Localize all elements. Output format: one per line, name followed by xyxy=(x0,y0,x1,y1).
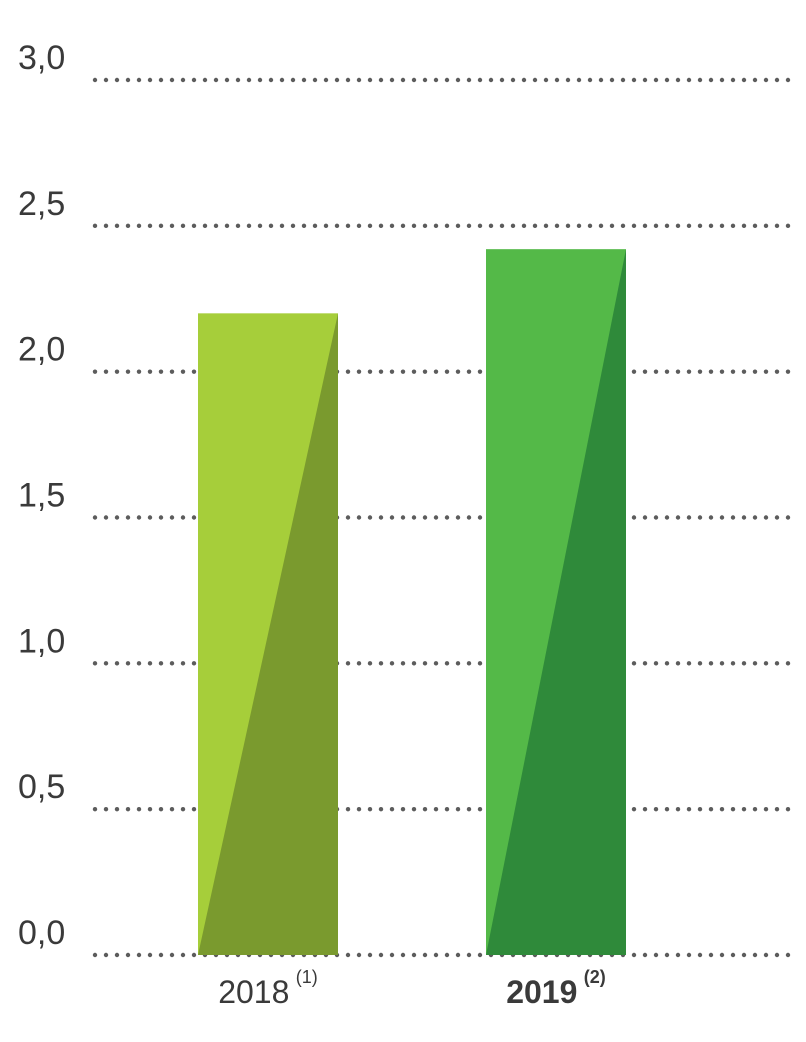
gridline xyxy=(93,78,790,82)
gridline xyxy=(93,224,790,228)
gridline xyxy=(93,661,790,665)
gridline xyxy=(93,807,790,811)
x-tick-label: 2019 (2) xyxy=(506,967,606,1010)
chart-svg: 0,0 0,5 1,0 1,5 2,0 2,5 3,0 2018 (1) 2019 (2) xyxy=(0,0,806,1042)
y-tick-label: 2,5 xyxy=(18,185,65,223)
bar xyxy=(486,249,626,955)
gridline xyxy=(93,953,790,957)
y-tick-label: 2,0 xyxy=(18,331,65,369)
y-tick-label: 3,0 xyxy=(18,39,65,77)
y-tick-label: 1,0 xyxy=(18,622,65,660)
y-tick-label: 0,0 xyxy=(18,914,65,952)
y-tick-label: 1,5 xyxy=(18,476,65,514)
bar-chart: 0,0 0,5 1,0 1,5 2,0 2,5 3,0 2018 (1) 2019 (2) xyxy=(0,0,806,1042)
y-tick-label: 0,5 xyxy=(18,768,65,806)
gridline xyxy=(93,515,790,519)
x-tick-label: 2018 (1) xyxy=(218,967,318,1010)
bar xyxy=(198,313,338,955)
gridline xyxy=(93,369,790,373)
